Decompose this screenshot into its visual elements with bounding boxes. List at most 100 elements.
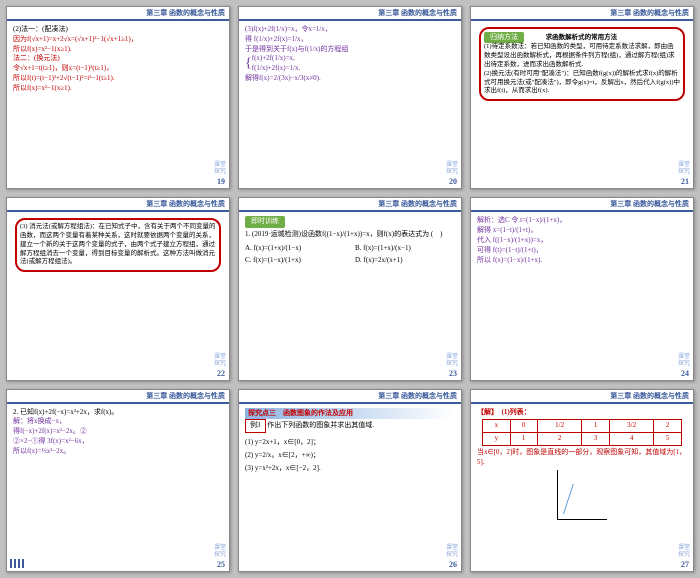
line: 所以f(x)=⅓x²−2x。 xyxy=(13,447,223,457)
cell: 5 xyxy=(654,433,681,446)
line: 解得 x=(1−t)/(1+t)， xyxy=(477,226,687,236)
method-text: (2)换元法(有时可用"配凑法")：已知函数f(g(x))的解析式求f(x)的解… xyxy=(484,70,680,96)
cell: 2 xyxy=(537,433,582,446)
line: 得f(−x)+2f(x)=x²−2x。② xyxy=(13,427,223,437)
method-badge: 归纳方法 xyxy=(484,32,524,43)
page-number: 20 xyxy=(449,177,457,186)
slide-content: 【解】 (1)列表： x 0 1/2 1 3/2 2 y 1 2 3 4 5 xyxy=(471,404,693,571)
page-number: 19 xyxy=(217,177,225,186)
line-chart xyxy=(557,470,607,520)
data-table: x 0 1/2 1 3/2 2 y 1 2 3 4 5 xyxy=(482,419,682,446)
line: (3) y=x²+2x，x∈[−2，2]. xyxy=(245,464,455,474)
line: (1) y=2x+1，x∈[0，2]； xyxy=(245,438,455,448)
page-number: 23 xyxy=(449,369,457,378)
corner-label: 课堂探究 xyxy=(445,162,459,176)
chapter-title: 第三章 函数的概念与性质 xyxy=(239,390,461,404)
corner-label: 课堂探究 xyxy=(213,162,227,176)
corner-label: 课堂探究 xyxy=(213,545,227,559)
chapter-title: 第三章 函数的概念与性质 xyxy=(7,390,229,404)
option-a: A. f(x)=(1+x)/(1−x) xyxy=(245,244,345,254)
chapter-title: 第三章 函数的概念与性质 xyxy=(239,198,461,212)
slide-25: 第三章 函数的概念与性质 2. 已知f(x)+2f(−x)=x²+2x，求f(x… xyxy=(6,389,230,572)
page-number: 27 xyxy=(681,560,689,569)
line: (2)法一：(配凑法) xyxy=(13,25,223,35)
slide-19: 第三章 函数的概念与性质 (2)法一：(配凑法) 因为f(√x+1)=x+2√x… xyxy=(6,6,230,189)
table-row: y 1 2 3 4 5 xyxy=(483,433,682,446)
slide-content: 解析：选C 令 t=(1−x)/(1+x)， 解得 x=(1−t)/(1+t)，… xyxy=(471,212,693,379)
line: 当x∈[0，2]时，图象是直线的一部分，观察图象可知，其值域为[1，5]. xyxy=(477,448,687,468)
corner-label: 课堂探究 xyxy=(213,354,227,368)
slide-content: 归纳方法 求函数解析式的常用方法 (1)待定系数法：若已知函数的类型，可用待定系… xyxy=(471,21,693,188)
options-grid: A. f(x)=(1+x)/(1−x) B. f(x)=(1+x)/(x−1) … xyxy=(245,244,455,266)
explore-bar: 探究点三 函数图象的作法及应用 xyxy=(245,408,455,420)
equation-group: { f(x)+2f(1/x)=x, f(1/x)+2f(x)=1/x. xyxy=(245,54,455,74)
line: (3)f(x)+2f(1/x)=x，令x=1/x， xyxy=(245,25,455,35)
cell: 3/2 xyxy=(609,420,654,433)
line: 所以f(t)=(t−1)²+2√(t−1)²=t²−1(t≥1). xyxy=(13,74,223,84)
cell: 1 xyxy=(582,420,609,433)
chapter-title: 第三章 函数的概念与性质 xyxy=(239,7,461,21)
line: 代入 f((1−x)/(1+x))=x， xyxy=(477,236,687,246)
line: 得 f(1/x)+2f(x)=1/x， xyxy=(245,35,455,45)
slide-22: 第三章 函数的概念与性质 (3) 消元法(或解方程组法)：在已知式子中，含有关于… xyxy=(6,197,230,380)
slide-24: 第三章 函数的概念与性质 解析：选C 令 t=(1−x)/(1+x)， 解得 x… xyxy=(470,197,694,380)
line: 解：将x换成−x， xyxy=(13,417,223,427)
option-b: B. f(x)=(1+x)/(x−1) xyxy=(355,244,455,254)
slide-27: 第三章 函数的概念与性质 【解】 (1)列表： x 0 1/2 1 3/2 2 … xyxy=(470,389,694,572)
thumbnail-icon xyxy=(10,559,24,568)
corner-label: 课堂探究 xyxy=(445,354,459,368)
chapter-title: 第三章 函数的概念与性质 xyxy=(471,7,693,21)
slide-content: (2)法一：(配凑法) 因为f(√x+1)=x+2√x=(√x+1)²−1(√x… xyxy=(7,21,229,188)
cell: x xyxy=(483,420,510,433)
slide-20: 第三章 函数的概念与性质 (3)f(x)+2f(1/x)=x，令x=1/x， 得… xyxy=(238,6,462,189)
option-c: C. f(x)=(1−x)/(1+x) xyxy=(245,256,345,266)
page-number: 24 xyxy=(681,369,689,378)
question-text: 2. 已知f(x)+2f(−x)=x²+2x，求f(x)。 xyxy=(13,408,223,418)
cell: 3 xyxy=(582,433,609,446)
slide-content: (3)f(x)+2f(1/x)=x，令x=1/x， 得 f(1/x)+2f(x)… xyxy=(239,21,461,188)
brace-icon: { xyxy=(245,54,252,74)
corner-label: 课堂探究 xyxy=(677,162,691,176)
line: 令√x+1=t(t≥1)，则x=(t−1)²(t≥1)， xyxy=(13,64,223,74)
slide-26: 第三章 函数的概念与性质 探究点三 函数图象的作法及应用 例3 作出下列函数的图… xyxy=(238,389,462,572)
line: 因为f(√x+1)=x+2√x=(√x+1)²−1(√x+1≥1)， xyxy=(13,35,223,45)
corner-label: 课堂探究 xyxy=(677,354,691,368)
method-text: (1)待定系数法：若已知函数的类型，可用待定系数法求解，即由函数类型设出函数解析… xyxy=(484,43,680,69)
cell: 0 xyxy=(510,420,537,433)
line: 所以f(x)=x²−1(x≥1). xyxy=(13,45,223,55)
slide-21: 第三章 函数的概念与性质 归纳方法 求函数解析式的常用方法 (1)待定系数法：若… xyxy=(470,6,694,189)
line: 所以f(x)=x²−1(x≥1). xyxy=(13,84,223,94)
cell: 4 xyxy=(609,433,654,446)
cell: y xyxy=(483,433,510,446)
line: 解得f(x)=2/(3x)−x/3(x≠0). xyxy=(245,74,455,84)
page-number: 21 xyxy=(681,177,689,186)
example-badge: 例3 xyxy=(245,419,266,433)
cell: 1/2 xyxy=(537,420,582,433)
page-number: 26 xyxy=(449,560,457,569)
chapter-title: 第三章 函数的概念与性质 xyxy=(7,198,229,212)
line: 法二：(换元法) xyxy=(13,54,223,64)
chapter-title: 第三章 函数的概念与性质 xyxy=(471,390,693,404)
slide-23: 第三章 函数的概念与性质 即时训练 1. (2019·运城检测)设函数f((1−… xyxy=(238,197,462,380)
corner-label: 课堂探究 xyxy=(677,545,691,559)
example-title: 作出下列函数的图象并求出其值域. xyxy=(267,421,374,429)
method-box: 归纳方法 求函数解析式的常用方法 (1)待定系数法：若已知函数的类型，可用待定系… xyxy=(479,27,685,101)
method-box: (3) 消元法(或解方程组法)：在已知式子中，含有关于两个不同变量的函数，而这两… xyxy=(15,218,221,272)
table-row: x 0 1/2 1 3/2 2 xyxy=(483,420,682,433)
chapter-title: 第三章 函数的概念与性质 xyxy=(7,7,229,21)
option-d: D. f(x)=2x/(x+1) xyxy=(355,256,455,266)
solution-header: 【解】 (1)列表： xyxy=(477,408,687,418)
slide-content: 即时训练 1. (2019·运城检测)设函数f((1−x)/(1+x))=x，则… xyxy=(239,212,461,379)
method-subtitle: 求函数解析式的常用方法 xyxy=(546,34,618,41)
practice-badge: 即时训练 xyxy=(245,216,285,228)
line: f(1/x)+2f(x)=1/x. xyxy=(252,64,301,74)
line: ②×2−①得 3f(x)=x²−6x， xyxy=(13,437,223,447)
cell: 2 xyxy=(654,420,681,433)
question-text: 1. (2019·运城检测)设函数f((1−x)/(1+x))=x，则f(x)的… xyxy=(245,230,455,240)
slide-grid: 第三章 函数的概念与性质 (2)法一：(配凑法) 因为f(√x+1)=x+2√x… xyxy=(6,6,694,572)
slide-content: 2. 已知f(x)+2f(−x)=x²+2x，求f(x)。 解：将x换成−x， … xyxy=(7,404,229,571)
line: (2) y=2/x，x∈[2，+∞)； xyxy=(245,451,455,461)
line: 所以 f(x)=(1−x)/(1+x). xyxy=(477,256,687,266)
chapter-title: 第三章 函数的概念与性质 xyxy=(471,198,693,212)
page-number: 22 xyxy=(217,369,225,378)
